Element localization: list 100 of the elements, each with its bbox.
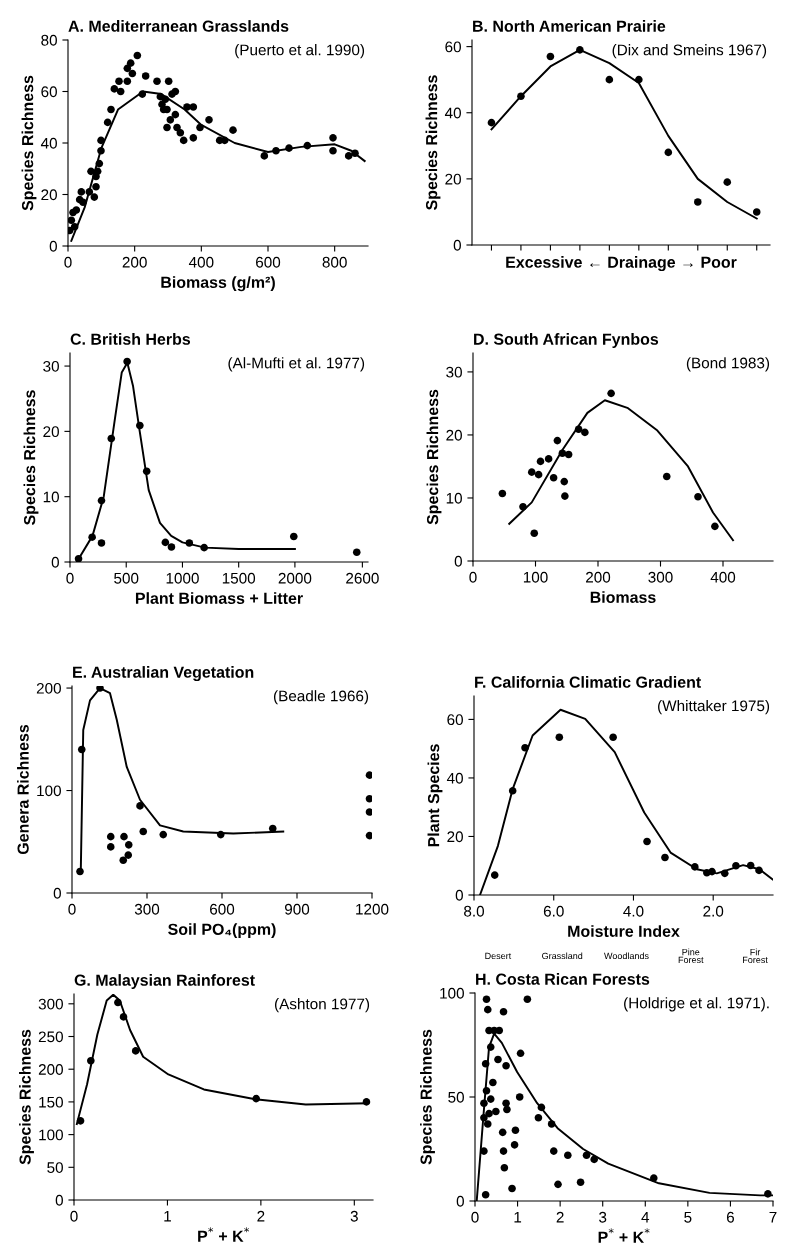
- x-tick-label: 200: [586, 571, 611, 583]
- point: [500, 1163, 509, 1172]
- x-tick-label: 2.0: [703, 905, 724, 917]
- point: [494, 1055, 502, 1064]
- point: [97, 146, 105, 155]
- point: [534, 1114, 543, 1122]
- point: [96, 686, 104, 692]
- point: [480, 1114, 488, 1122]
- point: [85, 188, 94, 196]
- point: [498, 489, 507, 498]
- x-tick-label: 300: [648, 571, 673, 583]
- x-axis-title: Soil PO₄(ppm): [168, 923, 276, 939]
- point: [694, 492, 702, 501]
- point: [124, 841, 133, 849]
- point: [119, 1013, 128, 1021]
- point: [516, 1049, 525, 1058]
- point: [185, 539, 194, 547]
- y-axis-title: Species Richness: [23, 390, 39, 525]
- point: [755, 866, 763, 875]
- point: [609, 733, 617, 742]
- x-tick-label: 600: [210, 903, 235, 915]
- point: [498, 1128, 507, 1137]
- y-tick-label: 20: [445, 173, 461, 185]
- point: [97, 496, 106, 505]
- y-axis-title: Species Richness: [21, 75, 37, 211]
- point: [285, 144, 293, 152]
- y-tick-label: 30: [43, 360, 59, 372]
- point: [268, 824, 277, 833]
- x-tick-label: 0: [66, 572, 74, 584]
- point: [711, 522, 719, 531]
- point: [128, 69, 137, 78]
- point: [482, 1086, 491, 1095]
- point: [77, 188, 86, 196]
- point: [485, 1109, 493, 1118]
- point: [205, 116, 213, 124]
- point: [119, 856, 128, 865]
- point: [607, 389, 615, 398]
- point: [133, 51, 142, 60]
- point: [746, 861, 755, 870]
- point: [189, 103, 198, 111]
- point: [252, 1094, 261, 1103]
- y-tick-label: 40: [446, 772, 463, 784]
- point: [229, 126, 237, 134]
- y-axis-title: Species Richness: [420, 1029, 435, 1165]
- point: [752, 208, 761, 216]
- point: [708, 867, 716, 876]
- point: [159, 830, 168, 839]
- y-tick-label: 200: [38, 1064, 63, 1075]
- point: [344, 152, 353, 160]
- chart-title: H. Costa Rican Forests: [476, 973, 650, 985]
- y-tick-label: 300: [38, 998, 63, 1010]
- point: [764, 1190, 772, 1198]
- x-tick-label: 5: [684, 1211, 692, 1223]
- text: Woodlands: [604, 952, 649, 960]
- point: [164, 77, 173, 85]
- y-axis-title: Genera Richness: [17, 724, 29, 855]
- point: [574, 425, 583, 434]
- point: [560, 477, 569, 486]
- point: [486, 1095, 495, 1103]
- point: [482, 995, 491, 1004]
- point: [635, 75, 643, 84]
- y-tick-label: 250: [38, 1031, 63, 1043]
- point: [481, 1190, 490, 1199]
- point: [534, 470, 543, 479]
- point: [77, 745, 86, 754]
- x-tick-label: 100: [523, 571, 548, 583]
- x-tick-label: 1500: [222, 572, 256, 584]
- point: [92, 182, 100, 191]
- x-tick-label: 2000: [278, 572, 312, 584]
- annotation: (Whittaker 1975): [658, 699, 770, 715]
- x-tick-label: 8.0: [464, 905, 485, 917]
- point: [142, 467, 151, 476]
- x-tick-label: 400: [188, 256, 214, 268]
- point: [103, 118, 112, 127]
- point: [123, 77, 132, 85]
- y-axis-title: Species Richness: [426, 389, 442, 525]
- point: [139, 827, 148, 836]
- point: [97, 539, 106, 547]
- x-tick-label: 0: [64, 256, 72, 268]
- point: [502, 1062, 510, 1070]
- y-tick-label: 100: [440, 987, 464, 999]
- y-axis-title: Species Richness: [425, 75, 441, 210]
- point: [499, 1007, 508, 1016]
- point: [486, 1043, 495, 1051]
- y-tick-label: 0: [51, 556, 59, 568]
- x-axis-title: Moisture Index: [568, 925, 680, 937]
- x-tick-label: 900: [284, 903, 310, 915]
- x-tick-label: 0: [469, 571, 477, 583]
- x-tick-label: 400: [710, 571, 736, 583]
- point: [490, 871, 499, 879]
- y-tick-label: 20: [43, 426, 59, 438]
- x-tick-label: 1000: [166, 572, 199, 584]
- point: [107, 105, 115, 114]
- annotation: (Bond 1983): [686, 357, 770, 372]
- chart-title: C. British Herbs: [70, 333, 191, 345]
- point: [487, 118, 496, 127]
- point: [662, 472, 671, 481]
- x-tick-label: 300: [134, 903, 160, 915]
- chart-title: F. California Climatic Gradient: [475, 676, 701, 688]
- point: [87, 167, 95, 176]
